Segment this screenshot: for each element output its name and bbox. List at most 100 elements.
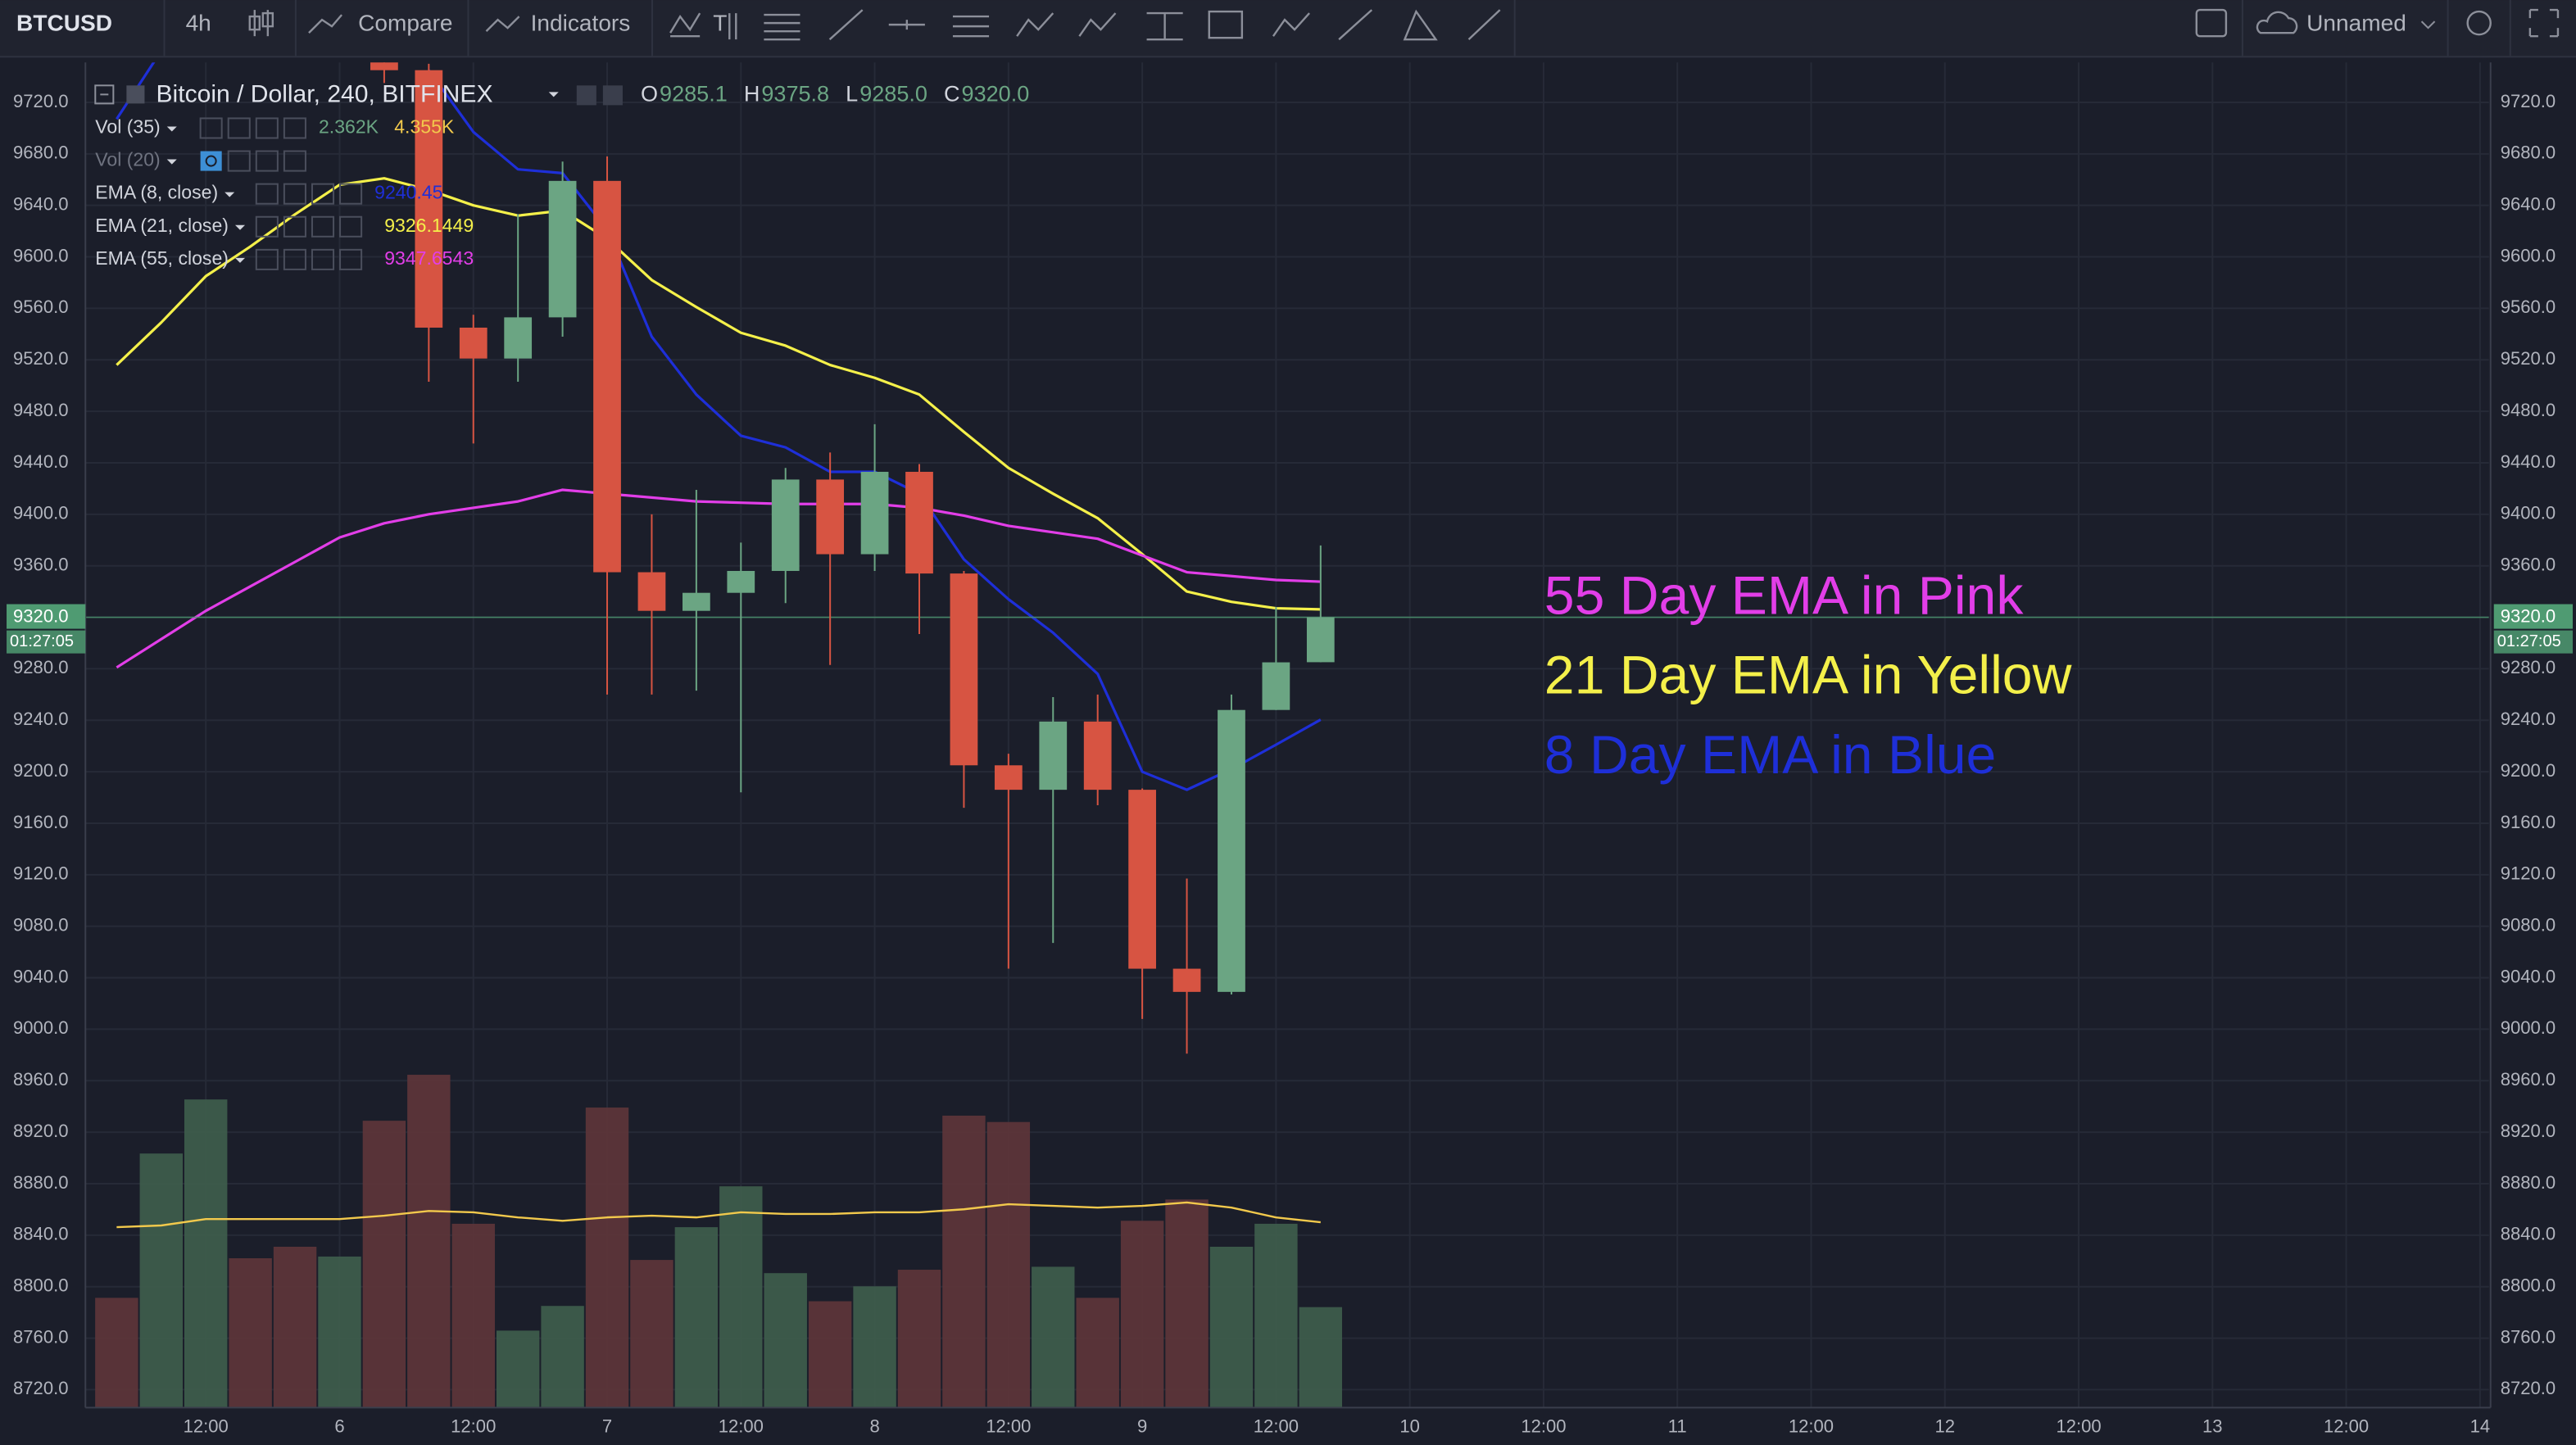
settings-box[interactable] (576, 85, 596, 106)
candle-body (1083, 721, 1112, 790)
y-tick-label: 8760.0 (13, 1326, 68, 1347)
volume-name[interactable]: Vol (20) (95, 149, 160, 170)
x-tick-label: 12 (1934, 1416, 1955, 1436)
y-tick-label: 9080.0 (2501, 915, 2556, 935)
volume-name[interactable]: Vol (35) (95, 116, 160, 138)
y-tick-label: 9240.0 (2501, 709, 2556, 729)
compare-icon[interactable] (308, 14, 342, 34)
y-tick-label: 9160.0 (13, 812, 68, 832)
compare-button[interactable]: Compare (358, 11, 452, 36)
drawing-tools[interactable] (728, 9, 1501, 41)
y-tick-label: 9280.0 (2501, 657, 2556, 677)
caret[interactable] (166, 126, 177, 132)
maximize-icon[interactable] (2528, 8, 2560, 38)
indicators-button[interactable]: Indicators (531, 11, 631, 36)
legend-button[interactable] (311, 183, 335, 205)
candle-body (994, 765, 1023, 790)
x-tick-label: 12:00 (1789, 1416, 1834, 1436)
y-tick-label: 8800.0 (13, 1275, 68, 1296)
y-tick-label: 8920.0 (13, 1121, 68, 1141)
legend-button[interactable] (339, 248, 363, 270)
candle-body (816, 479, 845, 555)
volume-ma-value: 4.355K (394, 116, 455, 138)
legend-button[interactable] (227, 150, 251, 172)
ohlc-value: 9375.8 (761, 81, 829, 106)
legend-button[interactable] (283, 248, 306, 270)
candle-body (637, 572, 666, 611)
settings-icon[interactable] (2466, 10, 2492, 36)
caret[interactable] (166, 159, 177, 165)
candle-body (1262, 662, 1290, 710)
y-tick-label: 9680.0 (2501, 143, 2556, 163)
legend-button[interactable] (339, 215, 363, 238)
layout-name[interactable]: Unnamed (2306, 11, 2406, 36)
cloud-icon[interactable] (2256, 11, 2298, 34)
legend-button[interactable] (255, 117, 279, 139)
legend-button[interactable] (255, 248, 279, 270)
ohlc-letter: H (744, 81, 760, 106)
legend-button[interactable] (283, 117, 306, 139)
annotation: 21 Day EMA in Yellow (1544, 645, 2072, 706)
y-tick-label: 9120.0 (2501, 863, 2556, 884)
x-tick-label: 12:00 (719, 1416, 764, 1436)
y-tick-label: 9560.0 (13, 297, 68, 317)
legend-button[interactable] (227, 117, 251, 139)
candle-body (771, 479, 800, 571)
caret[interactable] (234, 224, 246, 230)
y-tick-label: 9680.0 (13, 143, 68, 163)
ohlc-letter: O (641, 81, 658, 106)
legend-button[interactable] (311, 248, 335, 270)
legend-button[interactable] (255, 150, 279, 172)
y-tick-label: 9640.0 (13, 194, 68, 215)
templates-icon[interactable] (669, 12, 701, 38)
legend-button[interactable] (283, 183, 306, 205)
legend-button[interactable] (339, 183, 363, 205)
legend-button[interactable] (255, 183, 279, 205)
candle-body (1039, 721, 1068, 790)
candle-style-icon[interactable] (248, 10, 274, 37)
indicator-value: 9326.1449 (384, 215, 474, 236)
legend-button[interactable] (283, 215, 306, 238)
caret[interactable] (234, 257, 246, 263)
caret[interactable] (548, 92, 559, 97)
volume-bar (764, 1273, 807, 1408)
ohlc-value: 9285.1 (660, 81, 728, 106)
legend-button[interactable] (199, 117, 223, 139)
volume-bar (1209, 1246, 1254, 1408)
price-marker-label: 9320.0 (2501, 605, 2556, 626)
indicator-name[interactable]: EMA (55, close) (95, 247, 229, 269)
annotation: 55 Day EMA in Pink (1544, 565, 2025, 626)
candle-body (459, 327, 488, 359)
layout-caret[interactable] (2420, 20, 2436, 29)
fullscreen-box-icon[interactable] (2195, 8, 2228, 38)
volume-bar (719, 1186, 763, 1408)
y-tick-label: 8960.0 (13, 1069, 68, 1089)
y-tick-label: 8760.0 (2501, 1326, 2556, 1347)
indicator-name[interactable]: EMA (8, close) (95, 182, 218, 203)
candle-body (548, 180, 577, 318)
y-tick-label: 9600.0 (13, 245, 68, 265)
legend-button[interactable] (255, 215, 279, 238)
volume-bar (229, 1258, 272, 1408)
candle-body (415, 70, 443, 328)
legend-button[interactable] (311, 215, 335, 238)
volume-ma-line (116, 1201, 1321, 1229)
volume-bar (541, 1306, 584, 1408)
indicators-icon[interactable] (485, 16, 520, 33)
y-tick-label: 8960.0 (2501, 1069, 2556, 1089)
candle-body (504, 317, 533, 359)
visibility-icon[interactable] (200, 151, 222, 171)
caret[interactable] (224, 192, 235, 197)
templates-button[interactable]: T (713, 11, 727, 36)
volume-bar (139, 1153, 183, 1408)
legend-button[interactable] (283, 150, 306, 172)
indicator-name[interactable]: EMA (21, close) (95, 215, 229, 236)
symbol[interactable]: BTCUSD (16, 11, 112, 36)
x-tick-label: 12:00 (451, 1416, 496, 1436)
collapse-icon[interactable] (94, 84, 115, 105)
candle-body (905, 471, 933, 574)
y-tick-label: 8720.0 (2501, 1378, 2556, 1398)
interval[interactable]: 4h (186, 11, 211, 36)
settings-box[interactable] (602, 85, 623, 106)
